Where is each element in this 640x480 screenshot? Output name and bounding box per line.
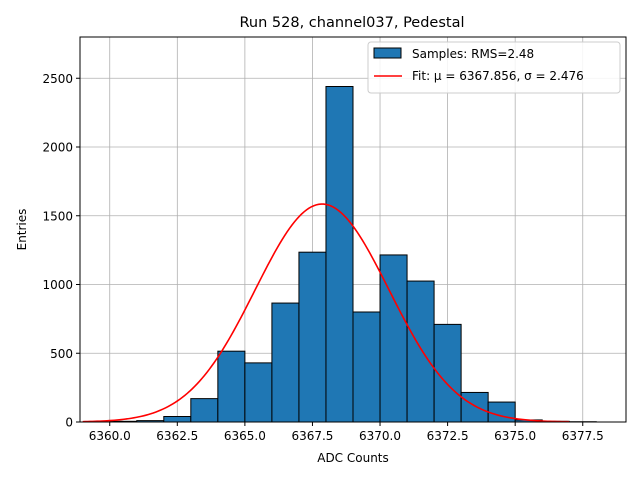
x-tick-label: 6372.5: [427, 429, 469, 443]
chart-title: Run 528, channel037, Pedestal: [239, 15, 464, 31]
y-tick-label: 2000: [42, 141, 73, 155]
histogram-bar: [244, 362, 273, 423]
x-tick-label: 6360.0: [89, 429, 131, 443]
y-tick-label: 1500: [42, 209, 73, 223]
x-tick-label: 6362.5: [156, 429, 198, 443]
axes-frame: [79, 36, 627, 423]
histogram-bar: [352, 311, 381, 423]
y-axis-ticks: 0 500 1000 1500 2000 2500: [42, 72, 80, 430]
histogram-bars: [109, 86, 597, 423]
x-tick-label: 6370.0: [359, 429, 401, 443]
histogram-bar: [271, 302, 300, 423]
histogram-bar: [298, 251, 327, 423]
legend-box: [367, 41, 621, 94]
legend-histogram-swatch: [373, 47, 402, 59]
histogram-bar: [406, 280, 435, 423]
x-tick-label: 6375.0: [494, 429, 536, 443]
histogram-bar: [190, 398, 219, 423]
y-tick-label: 500: [50, 347, 73, 361]
x-axis-ticks: 6360.0 6362.5 6365.0 6367.5 6370.0 6372.5 6375…: [89, 422, 604, 443]
y-tick-label: 1000: [42, 278, 73, 292]
x-tick-label: 6377.5: [562, 429, 604, 443]
histogram-bar: [325, 86, 354, 423]
y-tick-label: 2500: [42, 72, 73, 86]
legend-label-samples: Samples: RMS=2.48: [412, 47, 534, 61]
histogram-bar: [163, 416, 192, 423]
y-axis-label: Entries: [15, 209, 29, 251]
y-tick-label: 0: [65, 416, 73, 430]
histogram-bar: [217, 350, 246, 423]
histogram-bar: [460, 391, 489, 423]
legend: Samples: RMS=2.48 Fit: μ = 6367.856, σ =…: [367, 41, 621, 94]
x-tick-label: 6367.5: [291, 429, 333, 443]
histogram-bar: [487, 401, 516, 423]
x-axis-label: ADC Counts: [317, 451, 389, 465]
x-tick-label: 6365.0: [224, 429, 266, 443]
legend-label-fit: Fit: μ = 6367.856, σ = 2.476: [412, 69, 584, 83]
histogram-bar: [433, 323, 462, 423]
fit-curve: [82, 203, 570, 423]
